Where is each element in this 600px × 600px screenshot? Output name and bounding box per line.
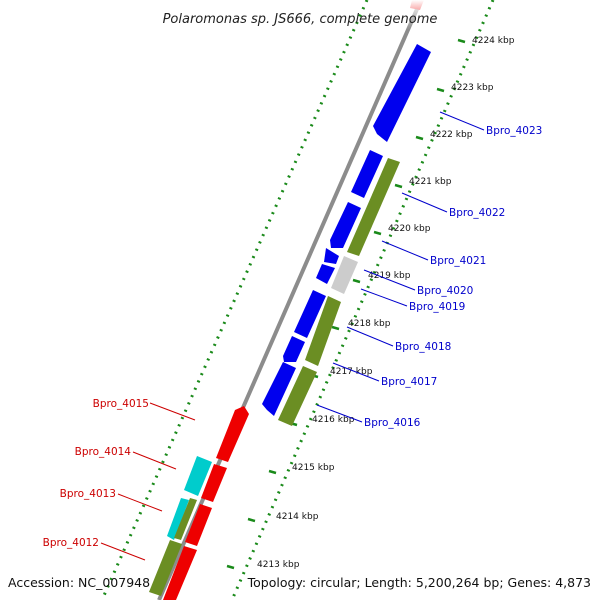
cds-bpro-4016-olive[interactable]	[278, 366, 317, 426]
tick-label: 4220 kbp	[388, 224, 431, 234]
reverse-gene-labels: Bpro_4015 Bpro_4014 Bpro_4013 Bpro_4012	[43, 398, 149, 549]
reverse-cds-track	[149, 0, 424, 600]
cds-bpro-4017[interactable]	[283, 336, 305, 362]
cds-bpro-4013[interactable]	[167, 498, 189, 540]
cds-bpro-4018-olive[interactable]	[305, 296, 341, 366]
gene-label-forward[interactable]: Bpro_4022	[449, 207, 505, 219]
cds-bpro-4016[interactable]	[262, 362, 296, 416]
gene-label-forward[interactable]: Bpro_4023	[486, 125, 542, 137]
tick-label: 4213 kbp	[257, 560, 300, 570]
top-fade	[380, 0, 460, 30]
cds-bpro-4020[interactable]	[316, 264, 335, 284]
tick-label: 4223 kbp	[451, 83, 494, 93]
tick-labels: 4224 kbp 4223 kbp 4222 kbp 4221 kbp 4220…	[257, 36, 515, 570]
tick-label: 4224 kbp	[472, 36, 515, 46]
tick-label: 4222 kbp	[430, 130, 473, 140]
cds-bpro-4019[interactable]	[331, 256, 358, 294]
cds-bpro-4012-olive[interactable]	[149, 540, 182, 596]
forward-gene-labels: Bpro_4023 Bpro_4022 Bpro_4021 Bpro_4020 …	[364, 125, 542, 429]
gene-label-forward[interactable]: Bpro_4020	[417, 285, 473, 297]
tick-label: 4219 kbp	[368, 271, 411, 281]
cds-bpro-4013-olive[interactable]	[174, 498, 197, 540]
forward-label-leaders	[316, 111, 485, 423]
gene-label-forward[interactable]: Bpro_4018	[395, 341, 451, 353]
genome-backbone	[157, 0, 423, 600]
tick-label: 4221 kbp	[409, 177, 452, 187]
tick-label: 4216 kbp	[312, 415, 355, 425]
cds-bpro-4015[interactable]	[216, 406, 249, 462]
cds-bpro-4020-small[interactable]	[324, 248, 339, 264]
gc-skew-track-outer	[230, 0, 495, 600]
gene-label-reverse[interactable]: Bpro_4014	[75, 446, 132, 458]
cds-bpro-4014-red[interactable]	[201, 464, 227, 502]
accession-label: Accession: NC_007948	[8, 575, 150, 590]
tick-label: 4218 kbp	[348, 319, 391, 329]
gene-label-forward[interactable]: Bpro_4019	[409, 301, 465, 313]
cds-bpro-4014[interactable]	[184, 456, 212, 496]
tick-label: 4214 kbp	[276, 512, 319, 522]
cds-bpro-4018[interactable]	[294, 290, 326, 338]
tick-label: 4217 kbp	[330, 367, 373, 377]
gene-label-reverse[interactable]: Bpro_4012	[43, 537, 99, 549]
gene-label-forward[interactable]: Bpro_4021	[430, 255, 486, 267]
reverse-label-leaders	[100, 402, 196, 561]
cds-bpro-4013-red[interactable]	[185, 504, 212, 546]
cds-bpro-4012[interactable]	[163, 546, 197, 600]
genome-summary: Topology: circular; Length: 5,200,264 bp…	[247, 575, 591, 590]
tick-label: 4215 kbp	[292, 463, 335, 473]
cds-bpro-4023[interactable]	[373, 44, 431, 142]
cds-bpro-4021[interactable]	[330, 202, 361, 248]
gene-label-reverse[interactable]: Bpro_4013	[60, 488, 116, 500]
cds-bpro-4022-olive[interactable]	[347, 158, 400, 256]
gene-label-forward[interactable]: Bpro_4017	[381, 376, 437, 388]
forward-cds-track	[262, 44, 431, 426]
gene-label-forward[interactable]: Bpro_4016	[364, 417, 421, 429]
cds-bpro-4022[interactable]	[351, 150, 383, 198]
gene-label-reverse[interactable]: Bpro_4015	[93, 398, 149, 410]
map-title: Polaromonas sp. JS666, complete genome	[163, 12, 438, 27]
